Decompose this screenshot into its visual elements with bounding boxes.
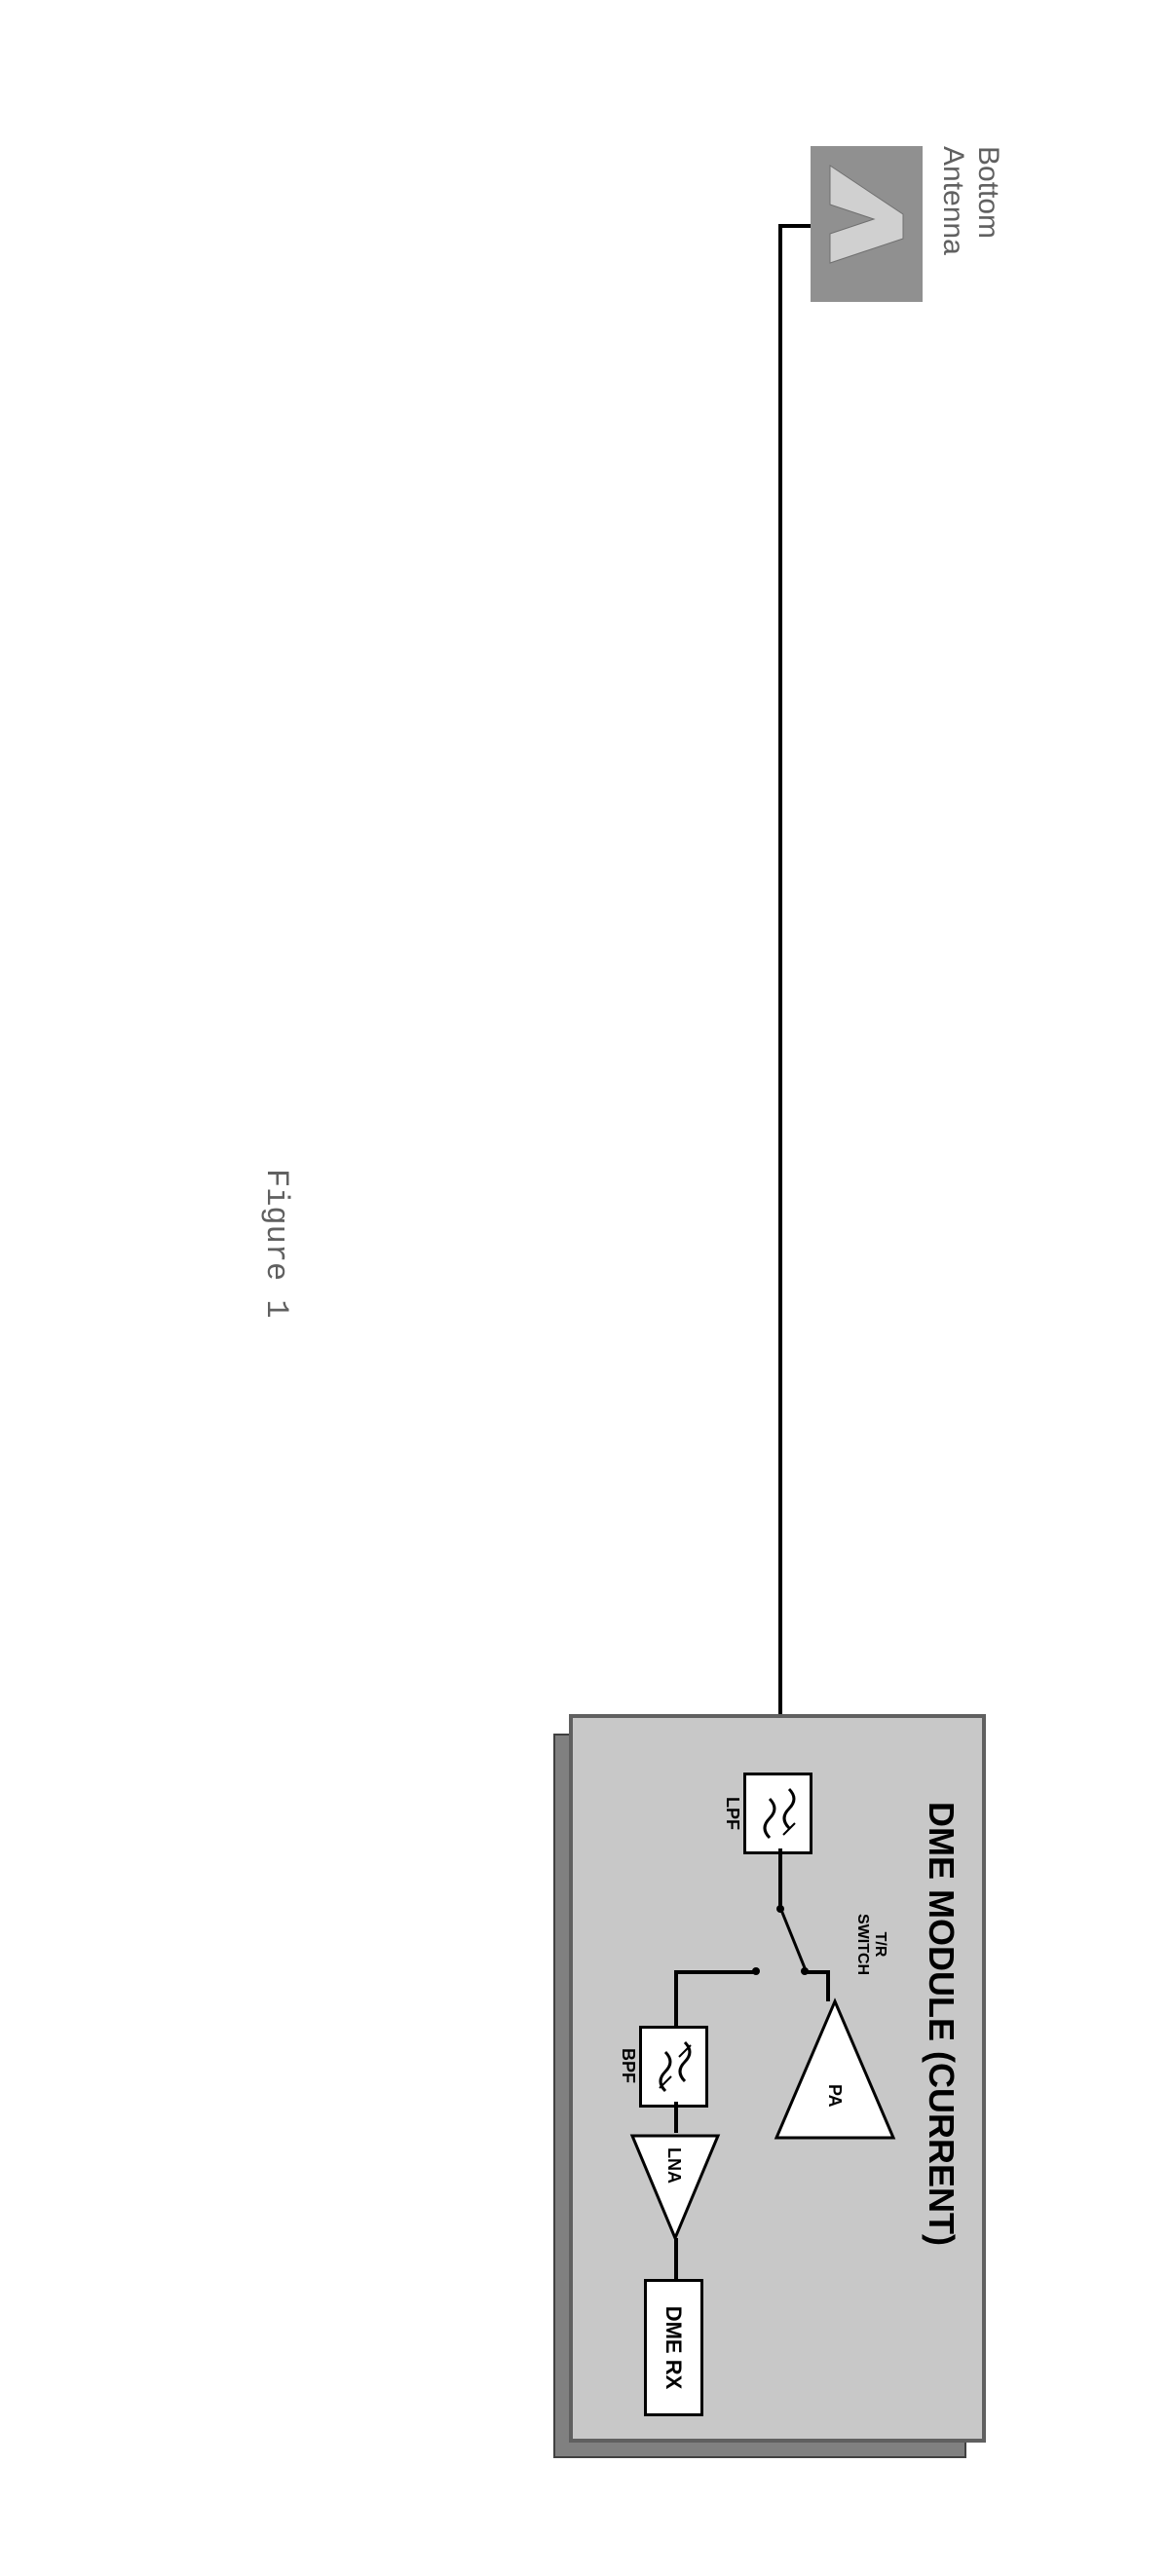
wire-switch-to-bpf-v [674, 1970, 754, 1974]
figure-label: Figure 1 [258, 1169, 294, 1319]
lpf-block [743, 1773, 812, 1854]
dme-rx-label: DME RX [661, 2306, 687, 2390]
wire-switch-to-bpf-h [674, 1970, 678, 2026]
cable-antenna-horizontal [778, 224, 782, 1743]
lpf-icon [755, 1784, 802, 1843]
cable-antenna-to-module [781, 224, 811, 228]
antenna-icon [811, 146, 923, 302]
pa-label: PA [824, 2084, 845, 2108]
dme-rx-block: DME RX [644, 2279, 703, 2416]
lpf-label: LPF [722, 1797, 742, 1830]
switch-label: T/R SWITCH [854, 1914, 888, 1975]
antenna-label: Bottom Antenna [935, 146, 1005, 255]
bpf-icon [651, 2037, 698, 2096]
diagram-canvas: Bottom Antenna DME MODULE (CURRENT) [0, 0, 1171, 2576]
switch-label-line1: T/R [872, 1932, 888, 1958]
bpf-label: BPF [618, 2048, 638, 2083]
module-title: DME MODULE (CURRENT) [921, 1802, 962, 2246]
wire-bpf-to-lna [674, 2102, 678, 2133]
lna-label: LNA [663, 2147, 684, 2184]
antenna-label-line2: Antenna [937, 146, 969, 255]
switch-label-line2: SWITCH [854, 1914, 871, 1975]
pa-block [772, 1997, 898, 2143]
antenna-label-line1: Bottom [972, 146, 1004, 239]
wire-lpf-to-switch [778, 1848, 782, 1909]
wire-lna-to-rx [674, 2238, 678, 2279]
bpf-block [639, 2026, 708, 2108]
